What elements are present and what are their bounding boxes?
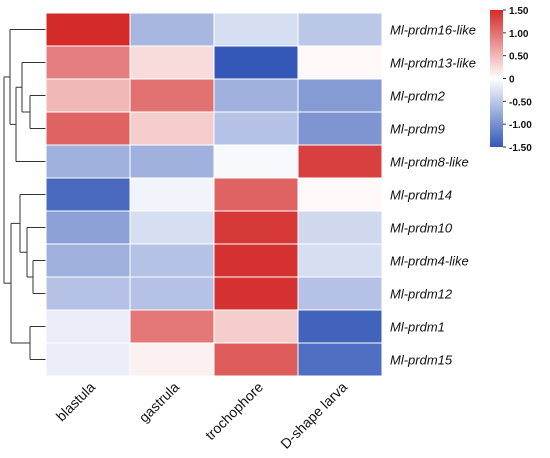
heatmap-cell xyxy=(213,243,299,278)
heatmap-cell xyxy=(297,45,383,80)
row-label: Ml-prdm4-like xyxy=(390,254,469,269)
row-label: Ml-prdm8-like xyxy=(390,155,469,170)
heatmap-cell xyxy=(129,78,215,113)
heatmap-cell xyxy=(213,177,299,212)
heatmap-cell xyxy=(297,78,383,113)
heatmap-cell xyxy=(129,45,215,80)
row-labels: Ml-prdm16-like Ml-prdm13-like Ml-prdm2 Ml-p… xyxy=(390,23,476,368)
heatmap-cell xyxy=(213,342,299,377)
color-scale-tick-label: -1.50 xyxy=(509,143,532,154)
heatmap-cell xyxy=(45,45,131,80)
heatmap-cell xyxy=(129,309,215,344)
heatmap-cell xyxy=(45,243,131,278)
color-scale-tick-label: -0.50 xyxy=(509,97,532,108)
heatmap-cell xyxy=(129,111,215,146)
column-labels: blastula gastrula trochophore D-shape larva xyxy=(53,379,351,452)
heatmap-cell xyxy=(45,12,131,47)
row-label: Ml-prdm14 xyxy=(390,188,452,203)
heatmap-cell xyxy=(297,111,383,146)
heatmap-cell xyxy=(297,276,383,311)
heatmap-cell xyxy=(129,177,215,212)
heatmap-cell xyxy=(213,111,299,146)
row-label: Ml-prdm10 xyxy=(390,221,453,236)
heatmap-cells xyxy=(45,12,383,377)
row-label: Ml-prdm2 xyxy=(390,89,446,104)
heatmap-cell xyxy=(297,342,383,377)
heatmap-cell xyxy=(297,210,383,245)
heatmap-cell xyxy=(45,111,131,146)
heatmap-cell xyxy=(213,210,299,245)
heatmap-cell xyxy=(129,276,215,311)
heatmap-cell xyxy=(45,177,131,212)
heatmap-cell xyxy=(45,144,131,179)
heatmap-cell xyxy=(213,276,299,311)
row-label: Ml-prdm15 xyxy=(390,353,453,368)
row-label: Ml-prdm12 xyxy=(390,287,453,302)
heatmap-cell xyxy=(297,243,383,278)
color-scale-legend: 1.50 1.00 0.50 0 -0.50 -1.00 -1.50 xyxy=(490,6,532,154)
heatmap-cell xyxy=(213,309,299,344)
column-label: blastula xyxy=(53,379,99,425)
row-label: Ml-prdm9 xyxy=(390,122,445,137)
color-scale-tick-label: -1.00 xyxy=(509,120,532,131)
color-scale-bar xyxy=(490,10,503,147)
column-label: trochophore xyxy=(202,379,266,443)
heatmap-cell xyxy=(213,12,299,47)
column-label: D-shape larva xyxy=(277,379,350,452)
heatmap-cell xyxy=(297,309,383,344)
heatmap-cell xyxy=(129,12,215,47)
heatmap-cell xyxy=(213,45,299,80)
heatmap-cell xyxy=(213,78,299,113)
heatmap-cell xyxy=(45,276,131,311)
heatmap-cell xyxy=(45,342,131,377)
heatmap-cell xyxy=(45,210,131,245)
color-scale-tick-label: 0.50 xyxy=(509,52,529,63)
heatmap-cell xyxy=(129,144,215,179)
heatmap-cell xyxy=(129,342,215,377)
color-scale-tick-label: 1.50 xyxy=(509,6,529,17)
heatmap-cell xyxy=(129,243,215,278)
row-dendrogram xyxy=(3,29,46,360)
heatmap-cell xyxy=(297,177,383,212)
heatmap-cell xyxy=(45,78,131,113)
heatmap-cell xyxy=(213,144,299,179)
row-label: Ml-prdm16-like xyxy=(390,23,476,38)
row-label: Ml-prdm13-like xyxy=(390,56,476,71)
heatmap-cell xyxy=(297,12,383,47)
row-label: Ml-prdm1 xyxy=(390,320,445,335)
heatmap-cell xyxy=(129,210,215,245)
column-label: gastrula xyxy=(136,379,183,426)
color-scale-tick-label: 1.00 xyxy=(509,29,529,40)
heatmap-cell xyxy=(297,144,383,179)
color-scale-tick-label: 0 xyxy=(509,75,515,86)
heatmap-cell xyxy=(45,309,131,344)
